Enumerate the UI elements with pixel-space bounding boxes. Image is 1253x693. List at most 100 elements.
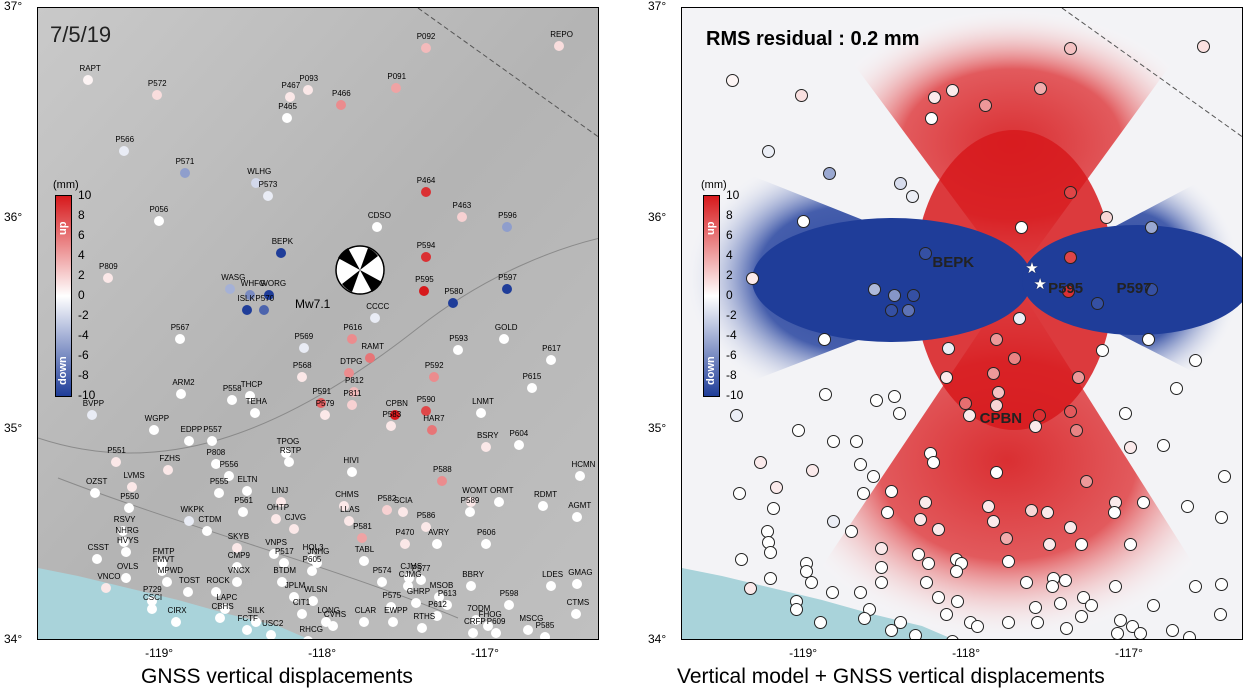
station-label: CHMS (335, 489, 359, 499)
gnss-station-marker (124, 503, 135, 514)
gnss-station-marker (210, 587, 221, 598)
gnss-station-marker (453, 344, 464, 355)
gnss-station-marker (381, 505, 392, 516)
gnss-station-marker (767, 502, 781, 516)
colorbar-down-label: down (705, 356, 717, 385)
fault-line (38, 237, 598, 454)
station-label: SKYB (227, 532, 250, 542)
gnss-station-marker (90, 488, 100, 499)
station-label: P808 (206, 447, 226, 457)
gnss-station-marker (215, 612, 226, 623)
gnss-station-marker (264, 289, 275, 300)
station-callout: P595 (1048, 279, 1084, 297)
gnss-station-marker (480, 538, 491, 549)
gnss-station-marker (523, 625, 534, 636)
station-label: P617 (542, 344, 561, 354)
gnss-station-marker (887, 288, 901, 302)
gnss-station-marker (174, 334, 185, 345)
gnss-station-marker (908, 628, 922, 639)
gnss-station-marker (433, 591, 444, 602)
station-label: BBRY (462, 570, 484, 580)
magnitude-label: Mw7.1 (295, 297, 331, 311)
gnss-station-marker (1075, 609, 1089, 623)
gnss-station-marker (1013, 312, 1027, 326)
gnss-station-marker (1213, 607, 1227, 621)
gnss-station-marker (270, 513, 281, 524)
gnss-station-marker (464, 507, 475, 518)
gnss-station-marker (1141, 333, 1155, 347)
gnss-station-marker (939, 371, 953, 385)
gnss-station-marker (404, 572, 415, 583)
gnss-station-marker (410, 598, 421, 609)
gnss-station-marker (156, 557, 167, 568)
gnss-station-marker (101, 583, 112, 594)
colorbar-tick-label: -4 (726, 328, 737, 342)
right-map-panel: ★ ★ RMS residual : 0.2 mm BEPK P595 P597 CPB… (648, 0, 1243, 688)
gnss-station-marker (1024, 504, 1038, 518)
gnss-station-marker (171, 617, 182, 627)
epicenter-star-icon: ★ (1033, 276, 1047, 294)
gnss-station-marker (432, 610, 443, 621)
colorbar-tick-label: 4 (78, 248, 85, 262)
gnss-station-marker (262, 190, 273, 201)
gnss-station-marker (420, 43, 431, 54)
colorbar-unit: (mm) (53, 179, 79, 191)
station-label: P612 (428, 599, 447, 609)
epicenter-star-icon: ★ (1025, 259, 1039, 277)
station-label: CRFP (463, 616, 486, 626)
station-label: P583 (382, 409, 402, 419)
gnss-station-marker (1075, 537, 1089, 551)
gnss-station-marker (397, 507, 408, 518)
gnss-station-marker (1189, 580, 1203, 594)
gnss-station-marker (1107, 506, 1121, 520)
station-label: P594 (416, 240, 436, 250)
station-label: SCIA (393, 496, 413, 506)
station-label: P568 (292, 361, 312, 371)
station-label: LDES (542, 570, 564, 580)
gnss-station-marker (370, 313, 381, 324)
station-label: HOL3 (302, 542, 324, 552)
station-label: LINJ (271, 485, 289, 495)
station-label: P561 (234, 496, 253, 506)
station-label: TABL (354, 544, 375, 554)
gnss-station-marker (494, 496, 504, 507)
gnss-station-marker (241, 486, 252, 497)
gnss-station-marker (869, 394, 883, 408)
gnss-station-marker (868, 282, 882, 296)
station-label: RDMT (533, 489, 558, 499)
focal-mechanism-icon (335, 245, 385, 295)
gnss-station-marker (726, 73, 740, 87)
station-label: P092 (416, 32, 436, 42)
gnss-station-marker (881, 506, 895, 520)
station-label: WLHG (247, 167, 272, 177)
gnss-station-marker (319, 410, 330, 421)
gnss-station-marker (1058, 573, 1072, 587)
gnss-station-marker (339, 500, 350, 511)
colorbar-tick-label: -4 (78, 328, 89, 342)
gnss-station-marker (1218, 470, 1232, 484)
gnss-station-marker (283, 456, 294, 467)
gnss-station-marker (282, 112, 293, 123)
station-label: P056 (149, 205, 169, 215)
gnss-station-marker (1180, 499, 1194, 513)
gnss-station-marker (939, 607, 953, 621)
colorbar-tick-label: -6 (726, 348, 737, 362)
gnss-station-marker (432, 538, 443, 549)
station-label: P606 (476, 527, 496, 537)
station-label: FMVT (152, 555, 175, 565)
station-label: AGMT (568, 500, 592, 510)
colorbar-tick-label: 2 (78, 268, 85, 282)
station-label: P556 (219, 460, 239, 470)
gnss-station-marker (231, 543, 242, 554)
gnss-station-marker (754, 455, 768, 469)
gnss-station-marker (91, 553, 102, 564)
gnss-station-marker (306, 553, 317, 564)
station-label: P575 (382, 591, 402, 601)
gnss-station-marker (1034, 82, 1048, 96)
gnss-station-marker (1109, 580, 1123, 594)
gnss-station-marker (951, 594, 965, 608)
station-label: EDPP (180, 424, 203, 434)
gnss-station-marker (1029, 419, 1043, 433)
gnss-station-marker (744, 582, 758, 596)
gnss-station-marker (306, 566, 317, 577)
